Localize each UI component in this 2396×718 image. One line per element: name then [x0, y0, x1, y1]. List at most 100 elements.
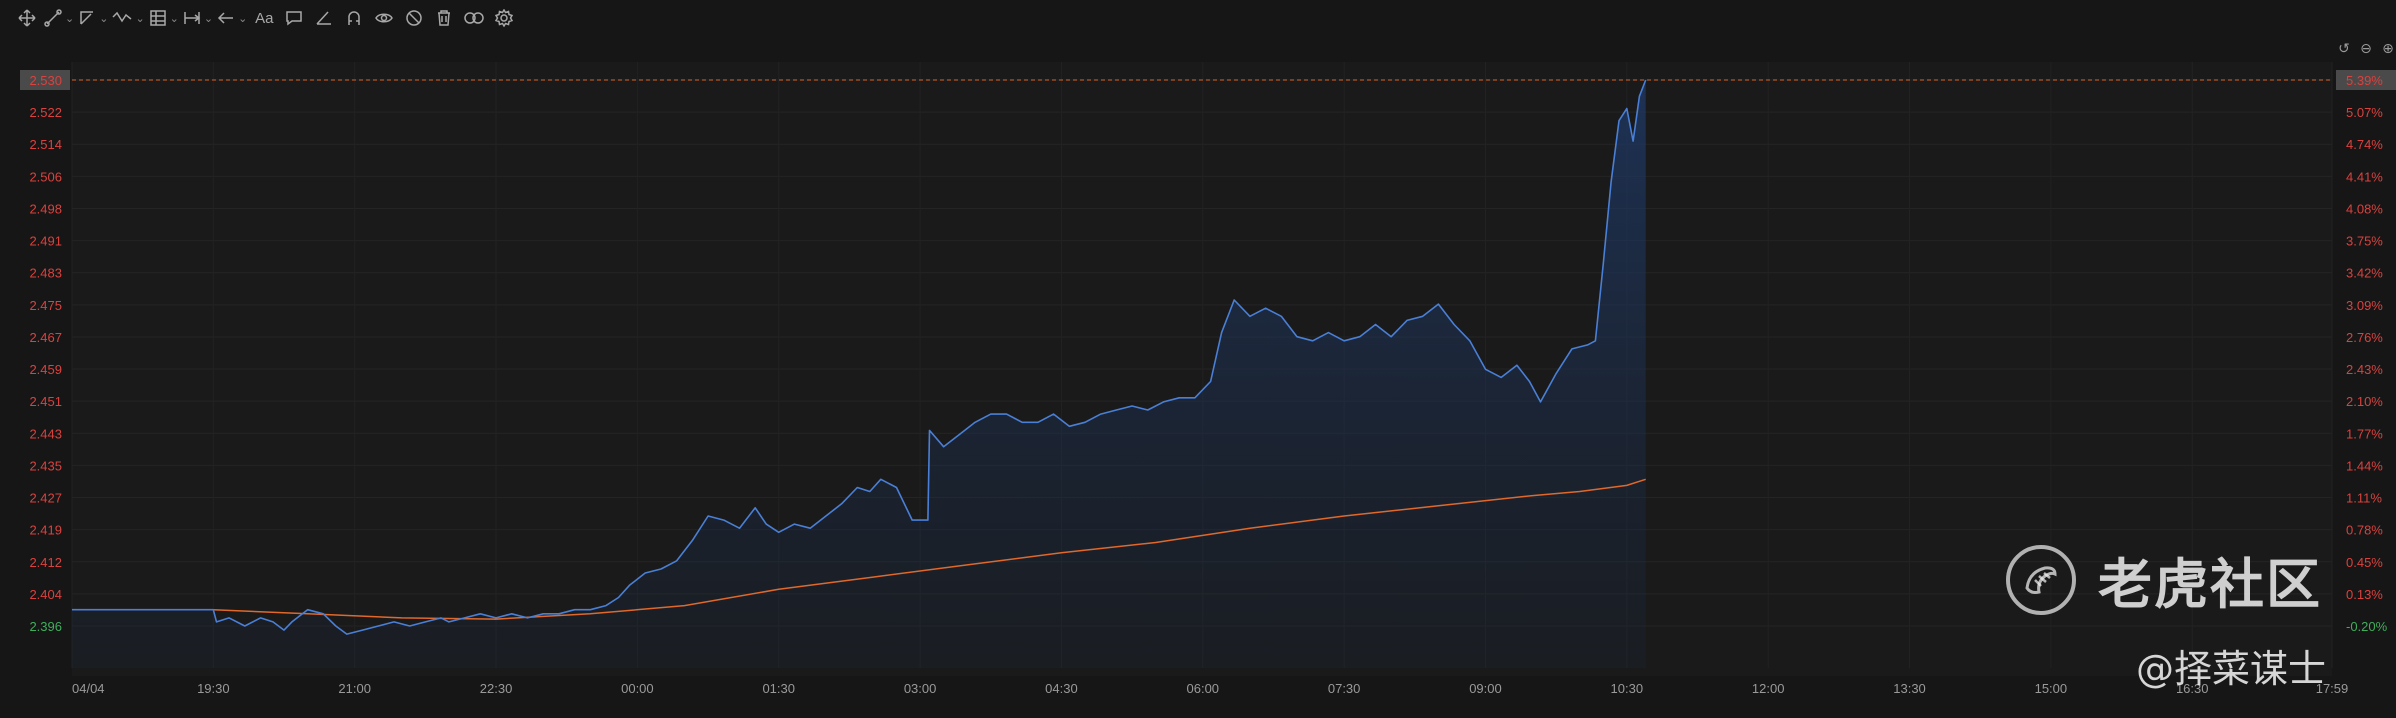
- watermark-handle: @择菜谋士: [2136, 647, 2327, 691]
- y-pct-tick-label: 4.74%: [2346, 137, 2383, 152]
- y-tick-label: 2.506: [29, 169, 62, 184]
- text-tool[interactable]: Aa: [251, 5, 277, 31]
- x-tick-label: 19:30: [197, 681, 230, 696]
- last-pct-label: 5.39%: [2346, 73, 2383, 88]
- y-tick-label: 2.522: [29, 105, 62, 120]
- watermark-brand: 老虎社区: [2098, 553, 2322, 616]
- line-icon: [44, 9, 62, 27]
- drawing-toolbar: ⌄ ⌄ ⌄ ⌄ ⌄ ⌄ Aa: [0, 0, 2396, 36]
- lock-tool[interactable]: [371, 5, 397, 31]
- delete-tool[interactable]: [431, 5, 457, 31]
- ray-icon: [78, 9, 96, 27]
- y-tick-label: 2.451: [29, 394, 62, 409]
- plus-icon[interactable]: ⊕: [2382, 39, 2394, 56]
- x-tick-label: 03:00: [904, 681, 937, 696]
- x-tick-label: 21:00: [338, 681, 371, 696]
- y-pct-tick-label: 2.43%: [2346, 362, 2383, 377]
- range-icon: [183, 9, 201, 27]
- magnet-tool[interactable]: [341, 5, 367, 31]
- minus-icon[interactable]: ⊖: [2360, 39, 2372, 56]
- y-pct-tick-label: 0.78%: [2346, 523, 2383, 538]
- crosshair-tool[interactable]: [14, 5, 40, 31]
- x-tick-label: 16:30: [2176, 681, 2209, 696]
- x-tick-label: 07:30: [1328, 681, 1361, 696]
- x-tick-label: 22:30: [480, 681, 513, 696]
- wave-icon: [112, 9, 132, 27]
- move-icon: [18, 9, 36, 27]
- x-tick-label: 15:00: [2035, 681, 2068, 696]
- y-tick-label: 2.459: [29, 362, 62, 377]
- chevron-down-icon[interactable]: ⌄: [169, 12, 179, 25]
- y-tick-label: 2.498: [29, 201, 62, 216]
- text-icon: Aa: [255, 9, 274, 27]
- wave-tool[interactable]: ⌄: [112, 5, 145, 31]
- y-tick-label: 2.435: [29, 458, 62, 473]
- line-tool[interactable]: ⌄: [44, 5, 74, 31]
- arrow-tool[interactable]: ⌄: [217, 5, 247, 31]
- chevron-down-icon[interactable]: ⌄: [65, 12, 75, 25]
- y-tick-label: 2.412: [29, 555, 62, 570]
- y-pct-tick-label: 3.09%: [2346, 298, 2383, 313]
- trash-icon: [435, 9, 453, 27]
- time-axis: 04/04 19:30 21:00 22:30 00:00 01:30 03:00 04:30…: [72, 681, 2348, 696]
- last-pct-box: [2336, 70, 2396, 90]
- x-tick-label: 04:30: [1045, 681, 1078, 696]
- y-pct-tick-label: 1.77%: [2346, 426, 2383, 441]
- x-tick-label: 06:00: [1187, 681, 1220, 696]
- y-tick-label: 2.396: [29, 619, 62, 634]
- ray-tool[interactable]: ⌄: [78, 5, 108, 31]
- x-tick-label: 17:59: [2316, 681, 2349, 696]
- last-price-box: [20, 70, 70, 90]
- y-pct-tick-label: 4.08%: [2346, 201, 2383, 216]
- chart-corner-controls: ↺ ⊖ ⊕: [2336, 40, 2396, 56]
- measure-tool[interactable]: ⌄: [149, 5, 179, 31]
- x-tick-label: 10:30: [1611, 681, 1644, 696]
- y-pct-tick-label: 3.42%: [2346, 266, 2383, 281]
- y-pct-tick-label: 2.76%: [2346, 330, 2383, 345]
- x-tick-label: 00:00: [621, 681, 654, 696]
- eye-icon: [374, 9, 394, 27]
- y-tick-label: 2.404: [29, 587, 62, 602]
- settings-tool[interactable]: [491, 5, 517, 31]
- y-pct-tick-label: 1.44%: [2346, 458, 2383, 473]
- price-axis: 2.522 2.514 2.506 2.498 2.491 2.483 2.475 2.467…: [29, 105, 62, 634]
- y-pct-tick-label: 3.75%: [2346, 234, 2383, 249]
- range-tool[interactable]: ⌄: [183, 5, 213, 31]
- chevron-down-icon[interactable]: ⌄: [135, 12, 145, 25]
- watermark: 老虎社区: [2006, 540, 2322, 619]
- x-tick-label: 01:30: [762, 681, 795, 696]
- link-tool[interactable]: [461, 5, 487, 31]
- chevron-down-icon[interactable]: ⌄: [238, 12, 248, 25]
- price-line: [72, 79, 1647, 635]
- y-tick-label: 2.427: [29, 491, 62, 506]
- y-tick-label: 2.491: [29, 234, 62, 249]
- y-pct-tick-label: 1.11%: [2346, 491, 2382, 506]
- undo-icon[interactable]: ↺: [2338, 39, 2350, 56]
- arrow-left-icon: [217, 9, 235, 27]
- comment-icon: [285, 9, 303, 27]
- hide-icon: [405, 9, 423, 27]
- y-tick-label: 2.419: [29, 523, 62, 538]
- hide-tool[interactable]: [401, 5, 427, 31]
- y-pct-tick-label: 2.10%: [2346, 394, 2383, 409]
- y-tick-label: 2.467: [29, 330, 62, 345]
- y-pct-tick-label: 5.07%: [2346, 105, 2383, 120]
- y-tick-label: 2.514: [29, 137, 62, 152]
- chevron-down-icon[interactable]: ⌄: [99, 12, 109, 25]
- magnet-icon: [345, 9, 363, 27]
- y-pct-tick-label: 0.45%: [2346, 555, 2383, 570]
- note-tool[interactable]: [281, 5, 307, 31]
- y-tick-label: 2.475: [29, 298, 62, 313]
- link-icon: [463, 9, 485, 27]
- angle-tool[interactable]: [311, 5, 337, 31]
- gear-icon: [495, 9, 514, 27]
- chevron-down-icon[interactable]: ⌄: [203, 12, 214, 25]
- last-price-label: 2.530: [29, 73, 62, 88]
- percent-axis: 5.07% 4.74% 4.41% 4.08% 3.75% 3.42% 3.09% 2.76%…: [2346, 105, 2388, 634]
- average-price-line: [213, 478, 1646, 620]
- x-tick-label: 04/04: [72, 681, 105, 696]
- x-tick-label: 12:00: [1752, 681, 1785, 696]
- y-pct-tick-label: -0.20%: [2346, 619, 2388, 634]
- angle-icon: [315, 9, 333, 27]
